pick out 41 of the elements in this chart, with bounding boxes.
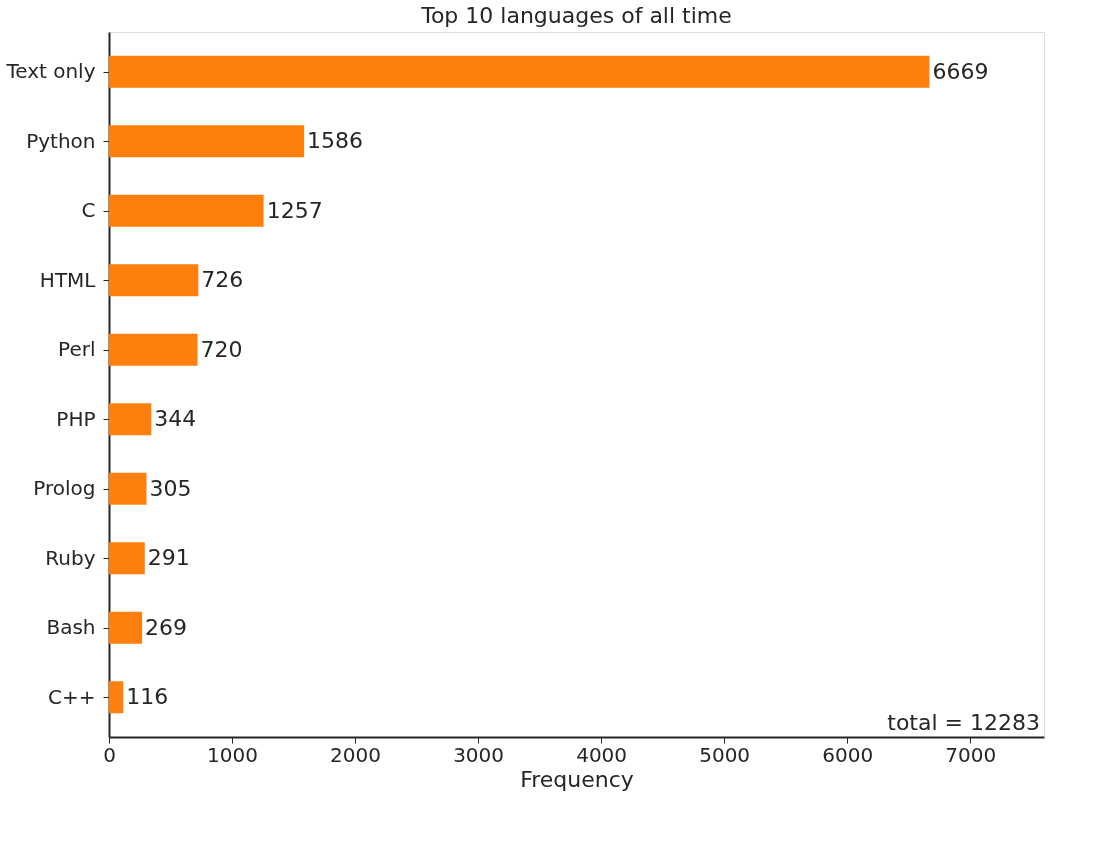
data-label: 116 xyxy=(126,684,169,710)
bar xyxy=(109,403,152,436)
x-tick-label: 5000 xyxy=(699,742,751,767)
bar xyxy=(109,55,930,88)
bar xyxy=(109,542,145,575)
y-tick-label: Ruby xyxy=(45,545,96,570)
bar xyxy=(109,125,305,158)
y-tick-label: C++ xyxy=(48,684,96,709)
y-tick-label: Prolog xyxy=(33,476,96,501)
annotation: total = 12283 xyxy=(887,710,1040,735)
data-label: 305 xyxy=(149,475,192,501)
data-label: 1586 xyxy=(307,128,364,154)
data-label: 720 xyxy=(200,336,243,362)
data-label: 344 xyxy=(154,406,197,432)
bar xyxy=(109,264,199,297)
x-tick-label: 2000 xyxy=(330,742,382,767)
bar xyxy=(109,333,198,366)
data-label: 1257 xyxy=(266,197,323,223)
x-tick-label: 7000 xyxy=(945,742,997,767)
bar xyxy=(109,611,143,644)
bar xyxy=(109,194,264,227)
y-tick-label: C xyxy=(81,198,96,223)
data-label: 6669 xyxy=(932,58,989,84)
data-label: 726 xyxy=(201,267,244,293)
x-tick-label: 1000 xyxy=(207,742,258,767)
y-tick-label: Perl xyxy=(58,337,96,362)
x-tick-label: 3000 xyxy=(453,742,505,767)
data-label: 269 xyxy=(145,614,188,640)
y-tick-label: HTML xyxy=(39,267,97,292)
x-tick-label: 0 xyxy=(103,742,116,767)
x-axis-title: Frequency xyxy=(520,766,634,792)
x-tick-label: 6000 xyxy=(822,742,874,767)
y-tick-label: Python xyxy=(26,128,96,153)
y-tick-label: PHP xyxy=(56,406,96,431)
bar xyxy=(109,472,147,505)
chart-title: Top 10 languages of all time xyxy=(420,3,732,28)
bar xyxy=(109,681,124,714)
x-tick-label: 4000 xyxy=(576,742,628,767)
data-label: 291 xyxy=(147,545,190,571)
y-tick-label: Text only xyxy=(5,59,96,84)
y-tick-label: Bash xyxy=(46,615,96,640)
